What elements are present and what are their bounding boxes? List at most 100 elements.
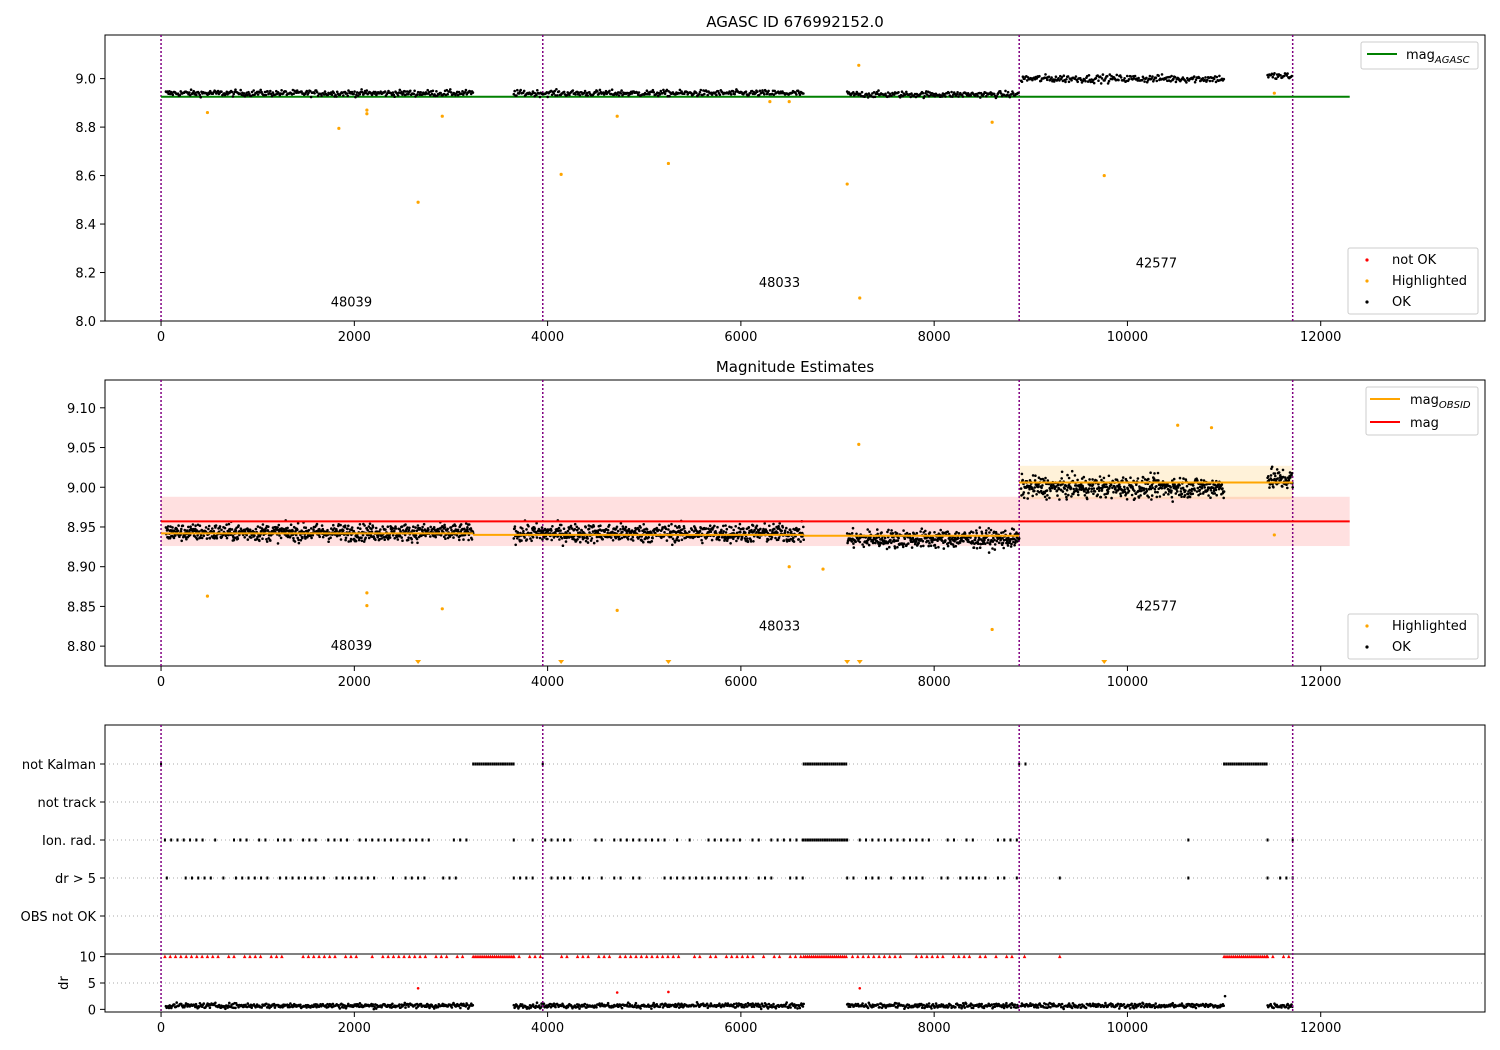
panel3-frame [104,724,1486,1013]
ok-point [673,541,677,544]
flag-point [563,838,566,842]
dr-clipped-point [850,954,855,959]
dr-clipped-point [788,954,792,959]
ok-point [901,545,905,549]
flag-point [940,876,943,880]
flag-point [209,876,212,880]
y-tick-label: 8.80 [67,640,96,655]
flag-point [247,876,250,880]
ok-point [642,540,645,544]
ok-point [469,527,473,530]
ok-point [1170,489,1173,493]
ok-point [1178,484,1181,487]
flag-point [809,762,812,766]
ok-point [725,527,729,531]
ok-point [380,537,383,540]
ok-point [1268,486,1271,489]
ok-point [1033,489,1036,493]
highlighted-point [365,591,369,595]
ok-point [342,94,345,97]
flag-point [826,838,829,842]
ok-point [356,94,360,97]
ok-point [688,530,691,534]
ok-point [1279,74,1282,77]
flag-point [1233,762,1236,766]
y-tick-label: 8.4 [75,218,96,233]
ok-point [1286,72,1289,75]
ok-point [1099,495,1103,499]
ok-point [1157,479,1160,482]
ok-point [1143,80,1146,83]
obsid-label: 42577 [1136,599,1177,614]
flag-point [233,838,236,842]
dr-ok-point [466,1003,469,1007]
flag-point [415,838,418,842]
dr-clipped-point [269,954,274,959]
dr-ok-point [661,1006,665,1009]
flag-point [360,876,363,880]
ok-point [277,523,281,527]
ok-point [415,93,419,96]
dr-ok-point [194,1002,198,1006]
ok-point [884,92,887,96]
ok-point [767,538,770,541]
ok-point [947,532,951,536]
flag-point [811,762,814,766]
dr-clipped-point [925,954,929,959]
ok-point [266,529,270,532]
ok-point [754,526,758,530]
ok-point [584,539,588,543]
flag-point [459,838,462,842]
ok-point [1211,486,1215,490]
ok-point [1092,81,1096,85]
ok-point [992,536,995,540]
dr-clipped-point [386,954,390,959]
ok-point [232,538,236,542]
ok-point [896,545,899,549]
ok-point [1209,488,1213,492]
ok-point [517,92,521,95]
flag-point [341,876,344,880]
ok-point [535,93,538,97]
dr-clipped-point [460,954,465,959]
ok-point [993,548,997,551]
dr-clipped-point [317,954,321,959]
ok-point [942,547,946,550]
dr-ok-point [459,1006,462,1010]
flag-point [454,876,457,880]
flag-point [832,838,835,842]
flag-point [915,876,918,880]
ok-point [239,88,242,92]
ok-point [349,539,353,543]
ok-point [409,89,412,93]
dr-ok-point [167,1006,171,1010]
dr-clipped-point [798,954,803,959]
ok-point [615,525,619,529]
flag-point [289,838,292,842]
flag-point [197,876,200,880]
flag-point [531,838,534,842]
ok-point [710,538,714,542]
ok-point [347,89,350,92]
ok-point [1156,490,1159,494]
legend2-ok: OK [1392,640,1411,655]
dr-clipped-point [634,954,638,959]
ok-point [934,546,937,549]
ok-point [924,529,927,533]
ok-point [261,537,264,540]
highlighted-point [787,100,791,104]
ok-point [558,538,561,541]
dr-clipped-point [708,954,713,959]
ok-point [315,91,319,94]
ok-point [1033,479,1037,482]
flag-point [190,876,193,880]
dr-clipped-point [248,954,252,959]
ok-point [1149,471,1152,475]
dr-clipped-point [511,954,516,959]
ok-point [987,527,990,530]
dr-clipped-point [195,954,199,959]
ok-point [242,92,246,95]
flag-point [890,876,893,880]
ok-point [910,546,914,549]
flag-point [1248,762,1251,766]
